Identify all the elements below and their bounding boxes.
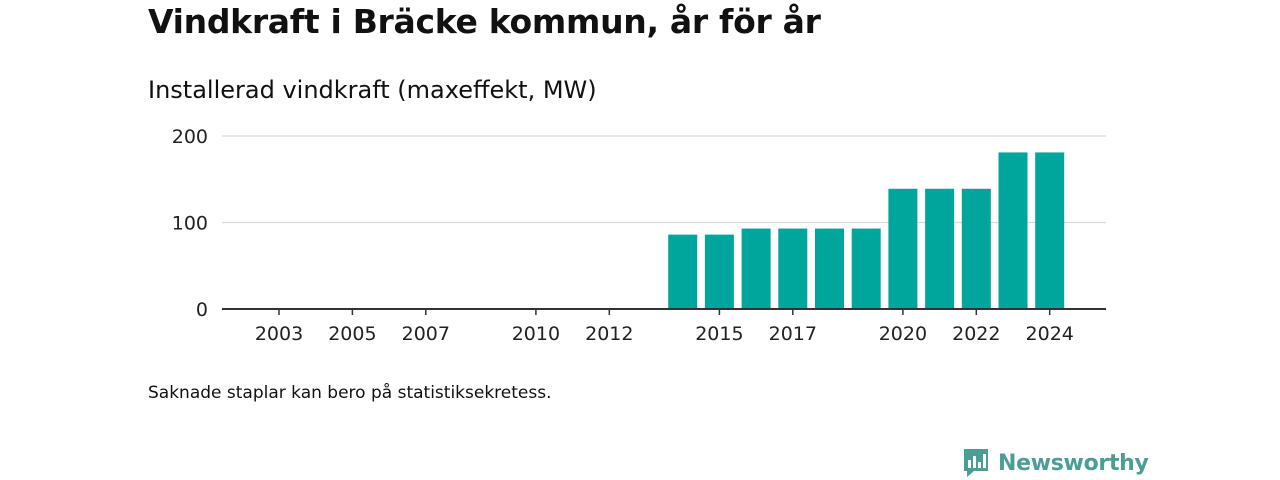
x-tick-label: 2022: [952, 323, 1000, 345]
chart-subtitle: Installerad vindkraft (maxeffekt, MW): [148, 76, 597, 104]
bar: [668, 234, 698, 309]
bar: [888, 188, 918, 309]
axes: 0 100 200 2003 2005 2007 2010 2012 2015 2017 2020 2…: [172, 126, 1106, 345]
footnote: Saknade staplar kan bero på statistiksek…: [148, 383, 552, 403]
bar: [704, 234, 734, 309]
x-tick-label: 2005: [328, 323, 376, 345]
bar-chart: 0 100 200 2003 2005 2007 2010 2012 2015 2017 2020 2…: [172, 126, 1106, 345]
brand-logo: Newsworthy: [962, 447, 1149, 479]
y-tick-label: 0: [196, 299, 208, 321]
bar: [851, 228, 881, 309]
x-tick-label: 2003: [255, 323, 303, 345]
bar: [998, 152, 1028, 309]
y-tick-label: 200: [172, 126, 208, 148]
y-tick-label: 100: [172, 213, 208, 235]
x-tick-label: 2017: [769, 323, 817, 345]
bar: [815, 228, 844, 309]
bars: [668, 152, 1065, 309]
bar: [925, 188, 955, 309]
gridlines: [222, 135, 1106, 224]
x-tick-label: 2012: [585, 323, 633, 345]
brand-name: Newsworthy: [998, 450, 1149, 476]
bar: [741, 228, 771, 309]
bar: [1035, 152, 1065, 309]
x-tick-label: 2020: [879, 323, 927, 345]
chart-title: Vindkraft i Bräcke kommun, år för år: [148, 2, 821, 41]
x-tick-label: 2024: [1026, 323, 1074, 345]
x-tick-label: 2015: [695, 323, 743, 345]
x-tick-label: 2007: [402, 323, 450, 345]
bar: [778, 228, 808, 309]
bar: [961, 188, 991, 309]
newsworthy-logo-icon: [964, 449, 988, 477]
x-tick-label: 2010: [512, 323, 560, 345]
